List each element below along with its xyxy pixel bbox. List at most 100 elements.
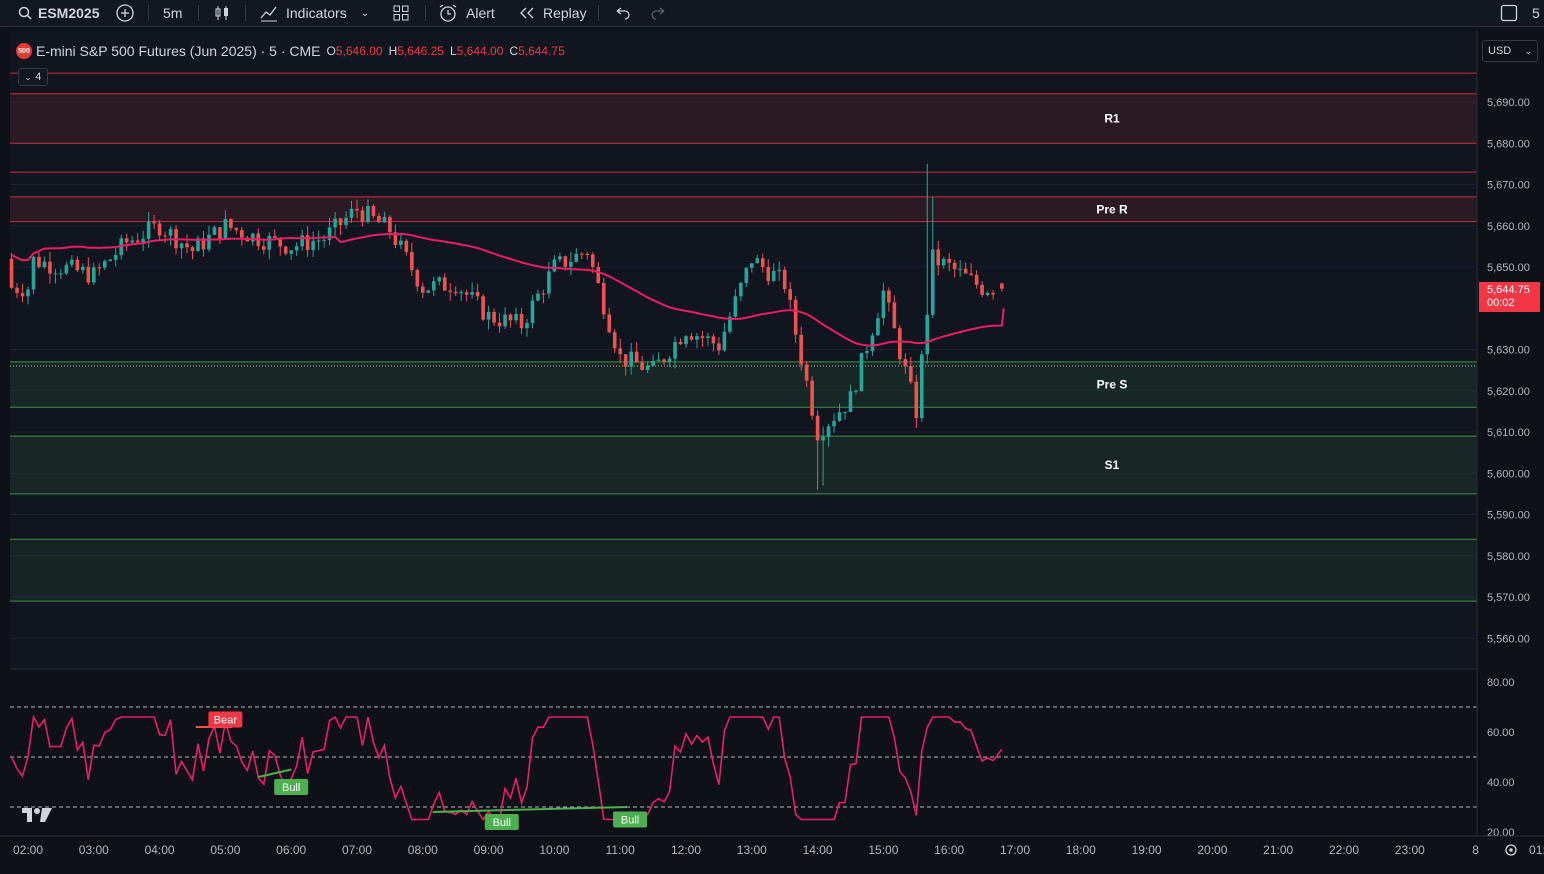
price-tick-label: 5,630.00: [1487, 345, 1530, 357]
candle-body: [240, 230, 244, 238]
time-tick-label: 23:00: [1395, 843, 1425, 857]
candle-body: [826, 426, 831, 437]
candle-body: [848, 391, 853, 413]
plus-circle-icon: [116, 4, 134, 22]
candle-body: [59, 273, 63, 275]
candle-body: [26, 289, 30, 297]
symbol-logo: 500: [16, 43, 32, 59]
time-tick-label: 13:00: [737, 843, 767, 857]
zone-label: S1: [1105, 458, 1120, 472]
support-band-fill: [10, 539, 1477, 602]
symbol-search[interactable]: ESM2025: [18, 0, 99, 26]
grid-icon: [393, 5, 409, 21]
candle-body: [218, 227, 222, 239]
candle-body: [261, 246, 266, 250]
candle-body: [536, 293, 540, 301]
candle-body: [909, 366, 913, 382]
candle-body: [86, 266, 91, 283]
candle-body: [821, 436, 825, 441]
candle-body: [760, 258, 765, 268]
candle-body: [338, 218, 343, 225]
candle-body: [514, 313, 518, 321]
bull-divergence-line: [258, 768, 292, 778]
candle-body: [360, 210, 365, 222]
candle-body: [711, 336, 716, 344]
candle-body: [766, 267, 771, 282]
candle-body: [278, 237, 283, 247]
candle-body: [251, 233, 255, 242]
candle-body: [20, 292, 25, 297]
candle-body: [859, 352, 864, 392]
chart-type-button[interactable]: [212, 0, 232, 26]
time-tick-label: 01:: [1529, 843, 1544, 857]
osc-tick-label: 40.00: [1487, 777, 1515, 789]
indicators-button[interactable]: Indicators ⌄: [259, 0, 369, 26]
candle-body: [706, 336, 710, 338]
candle-body: [283, 246, 288, 254]
indicators-collapse-button[interactable]: ⌄ 4: [18, 68, 48, 86]
candle-body: [113, 255, 118, 260]
candle-body: [722, 331, 727, 351]
alert-button[interactable]: Alert: [438, 0, 495, 26]
bear-signal-badge: [208, 711, 243, 728]
candle-body: [645, 365, 650, 370]
divergence-lines: Bear Bull Bull Bull: [195, 711, 648, 830]
time-tick-label: 08:00: [408, 843, 438, 857]
candle-body: [530, 300, 535, 323]
candle-body: [388, 216, 392, 233]
redo-button[interactable]: [650, 0, 668, 26]
candle-body: [185, 243, 189, 248]
candle-body: [695, 336, 699, 340]
osc-tick-label: 80.00: [1487, 677, 1515, 689]
candle-body: [486, 311, 491, 320]
bull-signal-label: Bull: [282, 782, 300, 794]
candle-body: [925, 314, 930, 355]
time-tick-label: 22:00: [1329, 843, 1359, 857]
price-tick-label: 5,690.00: [1487, 97, 1530, 109]
low-value: 5,644.00: [456, 44, 504, 58]
candle-body: [541, 293, 546, 295]
candle-body: [700, 336, 705, 338]
candle-body: [832, 420, 836, 427]
candle-body: [892, 302, 897, 329]
compare-symbol-button[interactable]: [115, 0, 135, 26]
rsi-line: [10, 714, 1003, 821]
low-key: L: [449, 44, 457, 58]
undo-button[interactable]: [613, 0, 631, 26]
candle-body: [689, 336, 694, 340]
candle-body: [81, 266, 85, 271]
layouts-button[interactable]: [392, 0, 410, 26]
candle-body: [717, 343, 721, 351]
price-tick-label: 5,660.00: [1487, 221, 1530, 233]
candle-body: [229, 218, 233, 228]
candle-body: [612, 332, 617, 349]
candle-body: [311, 240, 315, 251]
candle-body: [15, 287, 19, 293]
candle-body: [607, 314, 612, 333]
time-tick-label: 20:00: [1197, 843, 1227, 857]
candle-body: [963, 268, 968, 274]
candle-body: [146, 221, 151, 239]
replay-button[interactable]: Replay: [518, 0, 587, 26]
candle-body: [124, 238, 129, 243]
last-price-value: 5,644.75: [1487, 284, 1530, 296]
time-axis: 02:00 03:00 04:00 05:00 06:00 07:00 08:00 09:00…: [13, 843, 1544, 857]
bear-signal-label: Bear: [214, 715, 238, 727]
candle-body: [662, 359, 666, 362]
candle-body: [201, 238, 206, 250]
alarm-clock-icon: [439, 4, 457, 22]
candle-body: [31, 256, 36, 290]
interval-button[interactable]: 5m: [163, 5, 183, 21]
indicators-icon: [260, 6, 277, 22]
candle-body: [991, 292, 995, 295]
settings-icon[interactable]: [1505, 844, 1517, 856]
symbol-legend[interactable]: 500 E-mini S&P 500 Futures (Jun 2025) · …: [16, 40, 571, 62]
layout-toggle[interactable]: 5: [1500, 0, 1540, 26]
candle-body: [327, 227, 332, 240]
price-tick-label: 5,670.00: [1487, 180, 1530, 192]
candle-body: [355, 208, 359, 211]
candle-body: [442, 277, 447, 291]
candle-body: [585, 254, 590, 256]
currency-select[interactable]: USD ⌄: [1482, 40, 1538, 62]
